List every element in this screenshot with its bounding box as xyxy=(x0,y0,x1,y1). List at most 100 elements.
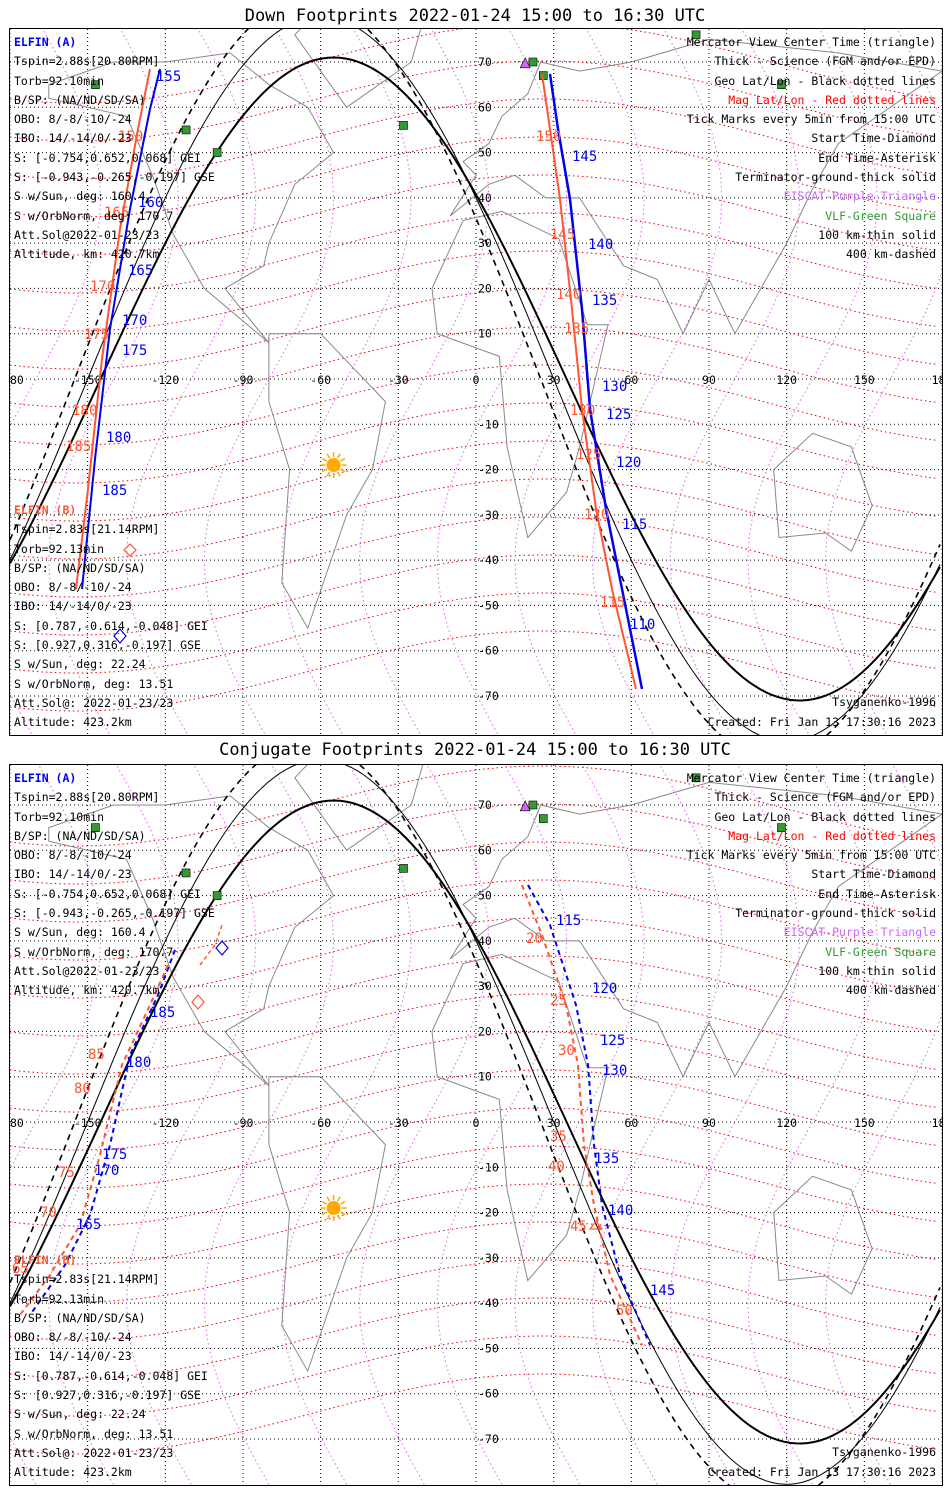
down-footprints-map: -180-150-120-90-60-300306090120150180706… xyxy=(9,28,943,736)
probe-b-time-label: 80 xyxy=(74,1081,91,1097)
lon-tick-label: 60 xyxy=(624,373,638,387)
continent-outline xyxy=(294,29,422,108)
legend-item: 400 km-dashed xyxy=(845,983,936,998)
sun-ray xyxy=(321,468,328,473)
sun-ray xyxy=(340,1200,346,1205)
sun-ray xyxy=(336,1214,341,1220)
info-line: Altitude, km: 420.7km xyxy=(14,983,160,998)
info-line: S w/OrbNorm, deg: 170.7 xyxy=(14,208,174,223)
info-line: S w/OrbNorm, deg: 170.7 xyxy=(14,944,174,959)
vlf-station-icon xyxy=(777,823,786,832)
eiscat-station-icon xyxy=(519,800,531,812)
info-line: S w/Sun, deg: 22.24 xyxy=(14,657,146,672)
legend-item: Terminator-ground-thick solid xyxy=(735,170,936,185)
eiscat-station-icon xyxy=(519,57,531,69)
sun-ray xyxy=(326,471,331,477)
lon-tick-label: 60 xyxy=(624,1116,638,1130)
probe-a-time-label: 175 xyxy=(102,1147,127,1163)
probe-b-time-label: 120 xyxy=(584,507,609,523)
lon-tick-label: 180 xyxy=(932,1116,942,1130)
lon-tick-label: -180 xyxy=(10,1116,24,1130)
legend-item: End Time-Asterisk xyxy=(818,886,936,901)
info-line: Altitude: 423.2km xyxy=(14,715,132,730)
probe-a-info: ELFIN (A) Tspin=2.88s[20.80RPM] Torb=92.… xyxy=(14,33,215,265)
info-line: Tspin=2.83s[21.14RPM] xyxy=(14,1272,160,1287)
legend-item: 100 km-thin solid xyxy=(818,963,936,978)
legend-item: Thick - Science (FGM and/or EPD) xyxy=(714,54,936,69)
info-line: IBO: 14/-14/0/-23 xyxy=(14,1349,132,1364)
probe-a-track-west xyxy=(81,68,161,590)
probe-a-time-label: 170 xyxy=(122,313,147,329)
continent-outline xyxy=(431,210,609,539)
lon-tick-label: 120 xyxy=(776,1116,797,1130)
probe-b-track-west xyxy=(19,964,169,1316)
lat-tick-label: 20 xyxy=(478,281,492,295)
probe-a-track-east xyxy=(548,73,644,690)
lon-tick-label: 150 xyxy=(854,1116,875,1130)
legend-item: 400 km-dashed xyxy=(845,247,936,262)
legend-item: Tick Marks every 5min from 15:00 UTC xyxy=(686,112,936,127)
lat-tick-label: -60 xyxy=(478,1387,499,1401)
created-timestamp: Created: Fri Jan 13 17:30:16 2023 xyxy=(707,1465,936,1479)
lat-tick-label: -30 xyxy=(478,508,499,522)
probe-a-time-label: 110 xyxy=(630,617,655,633)
probe-a-time-label: 180 xyxy=(126,1055,151,1071)
probe-b-time-label: 115 xyxy=(600,595,625,611)
continent-outline xyxy=(48,52,335,344)
conjugate-footprints-map: -180-150-120-90-60-300306090120150180706… xyxy=(9,764,943,1486)
vlf-station-icon xyxy=(212,148,222,157)
probe-b-time-label: 40 xyxy=(548,1159,565,1175)
probe-a-time-label: 165 xyxy=(128,263,153,279)
legend-item: Terminator-ground-thick solid xyxy=(735,906,936,921)
info-line: S w/Sun, deg: 22.24 xyxy=(14,1407,146,1422)
legend-item: Mercator View Center Time (triangle) xyxy=(686,35,936,49)
terminator-400km xyxy=(10,29,941,735)
lon-tick-label: 0 xyxy=(473,373,480,387)
info-line: S: [0.787,-0.614,-0.048] GEI xyxy=(14,618,208,633)
info-line: B/SP: (NA/ND/SD/SA) xyxy=(14,1310,146,1325)
lat-tick-label: -10 xyxy=(478,1160,499,1174)
probe-a-time-label: 130 xyxy=(602,379,627,395)
probe-b-time-label: 50 xyxy=(616,1303,633,1319)
probe-a-start-diamond xyxy=(113,628,127,644)
lat-tick-label: 40 xyxy=(478,191,492,205)
probe-a-time-label: 180 xyxy=(106,430,131,446)
probe-b-time-label: 20 xyxy=(526,931,543,947)
probe-b-time-label: 125 xyxy=(576,447,601,463)
probe-a-time-label: 135 xyxy=(592,293,617,309)
probe-b-time-label: 30 xyxy=(558,1043,575,1059)
continent-outline xyxy=(294,765,424,851)
info-line: S w/OrbNorm, deg: 13.51 xyxy=(14,1426,174,1441)
probe-a-time-label: 170 xyxy=(94,1163,119,1179)
probe-a-name: ELFIN (A) xyxy=(14,35,77,49)
probe-a-time-label: 130 xyxy=(602,1063,627,1079)
probe-b-time-label: 25 xyxy=(550,993,567,1009)
vlf-station-icon xyxy=(777,80,786,89)
mag-parallel xyxy=(10,1031,939,1113)
continent-outline xyxy=(449,781,942,1078)
probe-b-time-label: 150 xyxy=(536,129,561,145)
probe-b-time-label: 185 xyxy=(66,439,91,455)
probe-b-time-label: 70 xyxy=(40,1205,57,1221)
lat-tick-label: 50 xyxy=(478,146,492,160)
sun-icon xyxy=(326,1201,341,1216)
info-line: IBO: 14/-14/0/-23 xyxy=(14,599,132,614)
probe-b-info: ELFIN (B) Tspin=2.83s[21.14RPM] Torb=92.… xyxy=(14,501,208,733)
lat-tick-label: -50 xyxy=(478,1341,499,1355)
info-line: B/SP: (NA/ND/SD/SA) xyxy=(14,92,146,107)
probe-a-time-label: 125 xyxy=(600,1033,625,1049)
info-line: S w/Sun, deg: 160.4 xyxy=(14,925,146,940)
probe-a-time-label: 160 xyxy=(138,195,163,211)
probe-b-time-label: 140 xyxy=(556,287,581,303)
lat-tick-label: 60 xyxy=(478,100,492,114)
legend-item: 100 km-thin solid xyxy=(818,227,936,242)
probe-a-time-label: 135 xyxy=(594,1151,619,1167)
continent-outline xyxy=(773,432,873,552)
info-line: Att.Sol@: 2022-01-23/23 xyxy=(14,695,174,710)
probe-a-time-label: 120 xyxy=(616,455,641,471)
vlf-station-icon xyxy=(528,57,538,67)
sun-ray xyxy=(321,1211,328,1216)
lon-tick-label: -90 xyxy=(233,373,254,387)
info-line: Tspin=2.88s[20.80RPM] xyxy=(14,790,160,805)
info-line: S: [-0.943,-0.265,-0.197] GSE xyxy=(14,906,215,921)
